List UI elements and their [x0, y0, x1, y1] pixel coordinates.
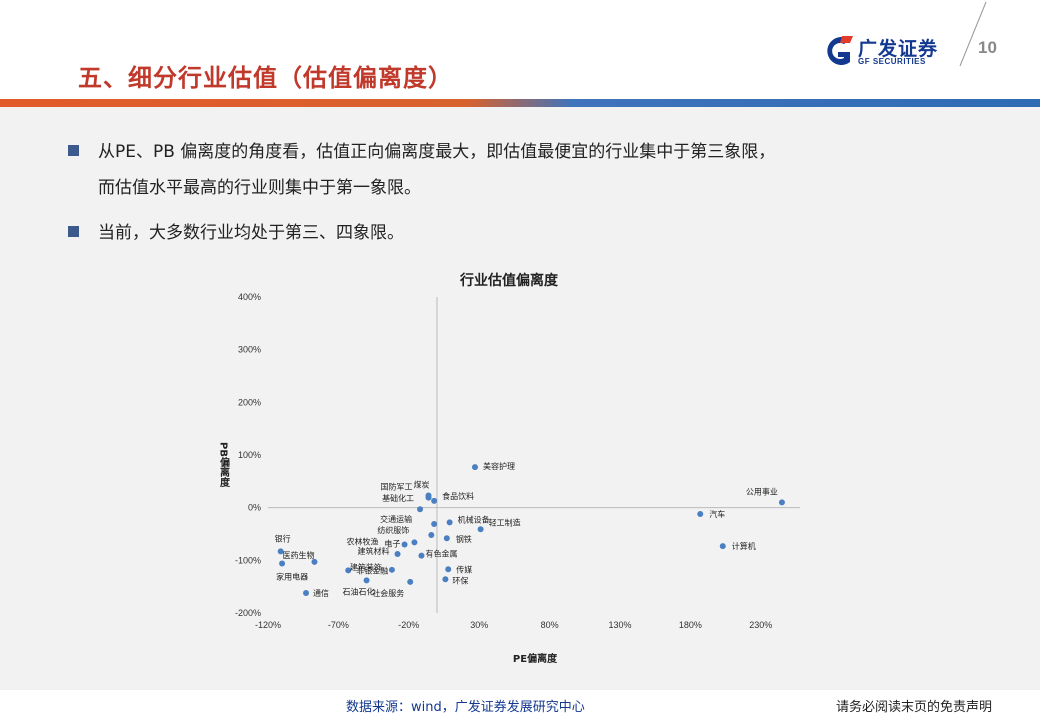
data-point-label: 国防军工 — [381, 482, 413, 492]
x-tick-label: 230% — [749, 620, 772, 630]
content-area — [0, 107, 1040, 690]
y-tick-label: 200% — [238, 397, 261, 407]
data-point-label: 非银金融 — [356, 565, 388, 575]
data-point — [363, 577, 370, 584]
data-point — [417, 506, 424, 513]
bullet-1-line1: 从PE、PB 偏离度的角度看，估值正向偏离度最大，即估值最便宜的行业集中于第三象… — [98, 142, 776, 162]
data-point — [428, 532, 435, 539]
data-point-label: 农林牧渔 — [347, 537, 379, 547]
data-point — [431, 497, 438, 504]
data-point-label: 交通运输 — [380, 514, 412, 524]
data-point — [778, 499, 785, 506]
logo-text: 广发证券 — [858, 38, 939, 60]
chart-title: 行业估值偏离度 — [460, 273, 558, 289]
data-point — [442, 576, 449, 583]
data-point — [477, 526, 484, 533]
data-point — [418, 552, 425, 559]
data-point-label: 社会服务 — [372, 588, 404, 598]
bullet-1-continued: 而估值水平最高的行业则集中于第一象限。 — [98, 172, 421, 204]
data-point-label: 美容护理 — [483, 461, 515, 471]
bullet-1-line2: 而估值水平最高的行业则集中于第一象限。 — [98, 178, 421, 198]
data-point-label: 电子 — [384, 538, 400, 548]
data-point-label: 机械设备 — [458, 514, 490, 524]
data-point — [407, 578, 414, 585]
data-point — [303, 589, 310, 596]
data-point-label: 医药生物 — [282, 550, 314, 560]
x-tick-label: -70% — [328, 620, 349, 630]
data-point-label: 有色金属 — [425, 549, 457, 559]
data-point — [697, 510, 704, 517]
data-point — [446, 519, 453, 526]
data-point — [471, 464, 478, 471]
x-tick-label: 30% — [470, 620, 488, 630]
y-axis-title: PB偏离度 — [218, 442, 230, 488]
y-tick-label: 300% — [238, 345, 261, 355]
data-point — [719, 543, 726, 550]
x-tick-label: -120% — [255, 620, 281, 630]
data-point — [411, 539, 418, 546]
data-point-label: 基础化工 — [382, 493, 414, 503]
data-point-label: 建筑材料 — [358, 546, 390, 556]
data-point — [394, 551, 401, 558]
header-divider — [959, 1, 987, 67]
data-point — [401, 541, 408, 548]
data-point-label: 环保 — [452, 575, 468, 585]
data-point — [311, 558, 318, 565]
y-tick-label: -100% — [235, 555, 261, 565]
company-logo: 广发证券 GF SECURITIES — [822, 34, 944, 70]
y-tick-label: -200% — [235, 608, 261, 618]
x-axis-title: PE偏离度 — [513, 652, 558, 665]
footer-disclaimer: 请务必阅读末页的免责声明 — [836, 700, 993, 715]
data-point-label: 家用电器 — [276, 571, 308, 581]
bullet-1: 从PE、PB 偏离度的角度看，估值正向偏离度最大，即估值最便宜的行业集中于第三象… — [68, 136, 775, 168]
data-point-label: 计算机 — [732, 541, 756, 551]
x-tick-label: 130% — [608, 620, 631, 630]
data-point-label: 传媒 — [456, 564, 472, 574]
data-point — [443, 535, 450, 542]
data-point — [277, 548, 284, 555]
page-number: 10 — [978, 38, 997, 57]
gf-logo-icon — [827, 36, 853, 65]
x-tick-label: -20% — [398, 620, 419, 630]
bullet-marker — [68, 226, 79, 237]
data-point-label: 公用事业 — [746, 486, 778, 496]
data-point — [431, 520, 438, 527]
data-point — [345, 567, 352, 574]
data-point-label: 食品饮料 — [442, 491, 474, 501]
data-point-label: 建筑装饰 — [350, 562, 382, 572]
footer-source: 数据来源：wind，广发证券发展研究中心 — [346, 700, 585, 715]
data-point — [388, 566, 395, 573]
data-point — [445, 566, 452, 573]
data-point-label: 煤炭 — [414, 480, 430, 490]
header-bar — [0, 99, 1040, 107]
page-title: 五、细分行业估值（估值偏离度） — [78, 64, 453, 92]
data-point — [279, 560, 286, 567]
y-tick-label: 100% — [238, 450, 261, 460]
logo-subtext: GF SECURITIES — [858, 57, 926, 66]
y-tick-label: 400% — [238, 292, 261, 302]
x-tick-label: 80% — [541, 620, 559, 630]
data-point-label: 石油石化 — [343, 586, 375, 596]
data-point-label: 通信 — [313, 588, 329, 598]
bullet-2: 当前，大多数行业均处于第三、四象限。 — [68, 217, 404, 249]
data-point-label: 轻工制造 — [489, 517, 521, 527]
y-tick-label: 0% — [248, 503, 261, 513]
bullet-marker — [68, 145, 79, 156]
data-point — [425, 494, 432, 501]
data-point-label: 纺织服饰 — [377, 525, 409, 535]
data-point-label: 钢铁 — [456, 534, 472, 544]
data-point-label: 银行 — [275, 533, 291, 543]
data-point-label: 汽车 — [709, 509, 725, 519]
x-tick-label: 180% — [679, 620, 702, 630]
bullet-2-line1: 当前，大多数行业均处于第三、四象限。 — [98, 223, 404, 243]
